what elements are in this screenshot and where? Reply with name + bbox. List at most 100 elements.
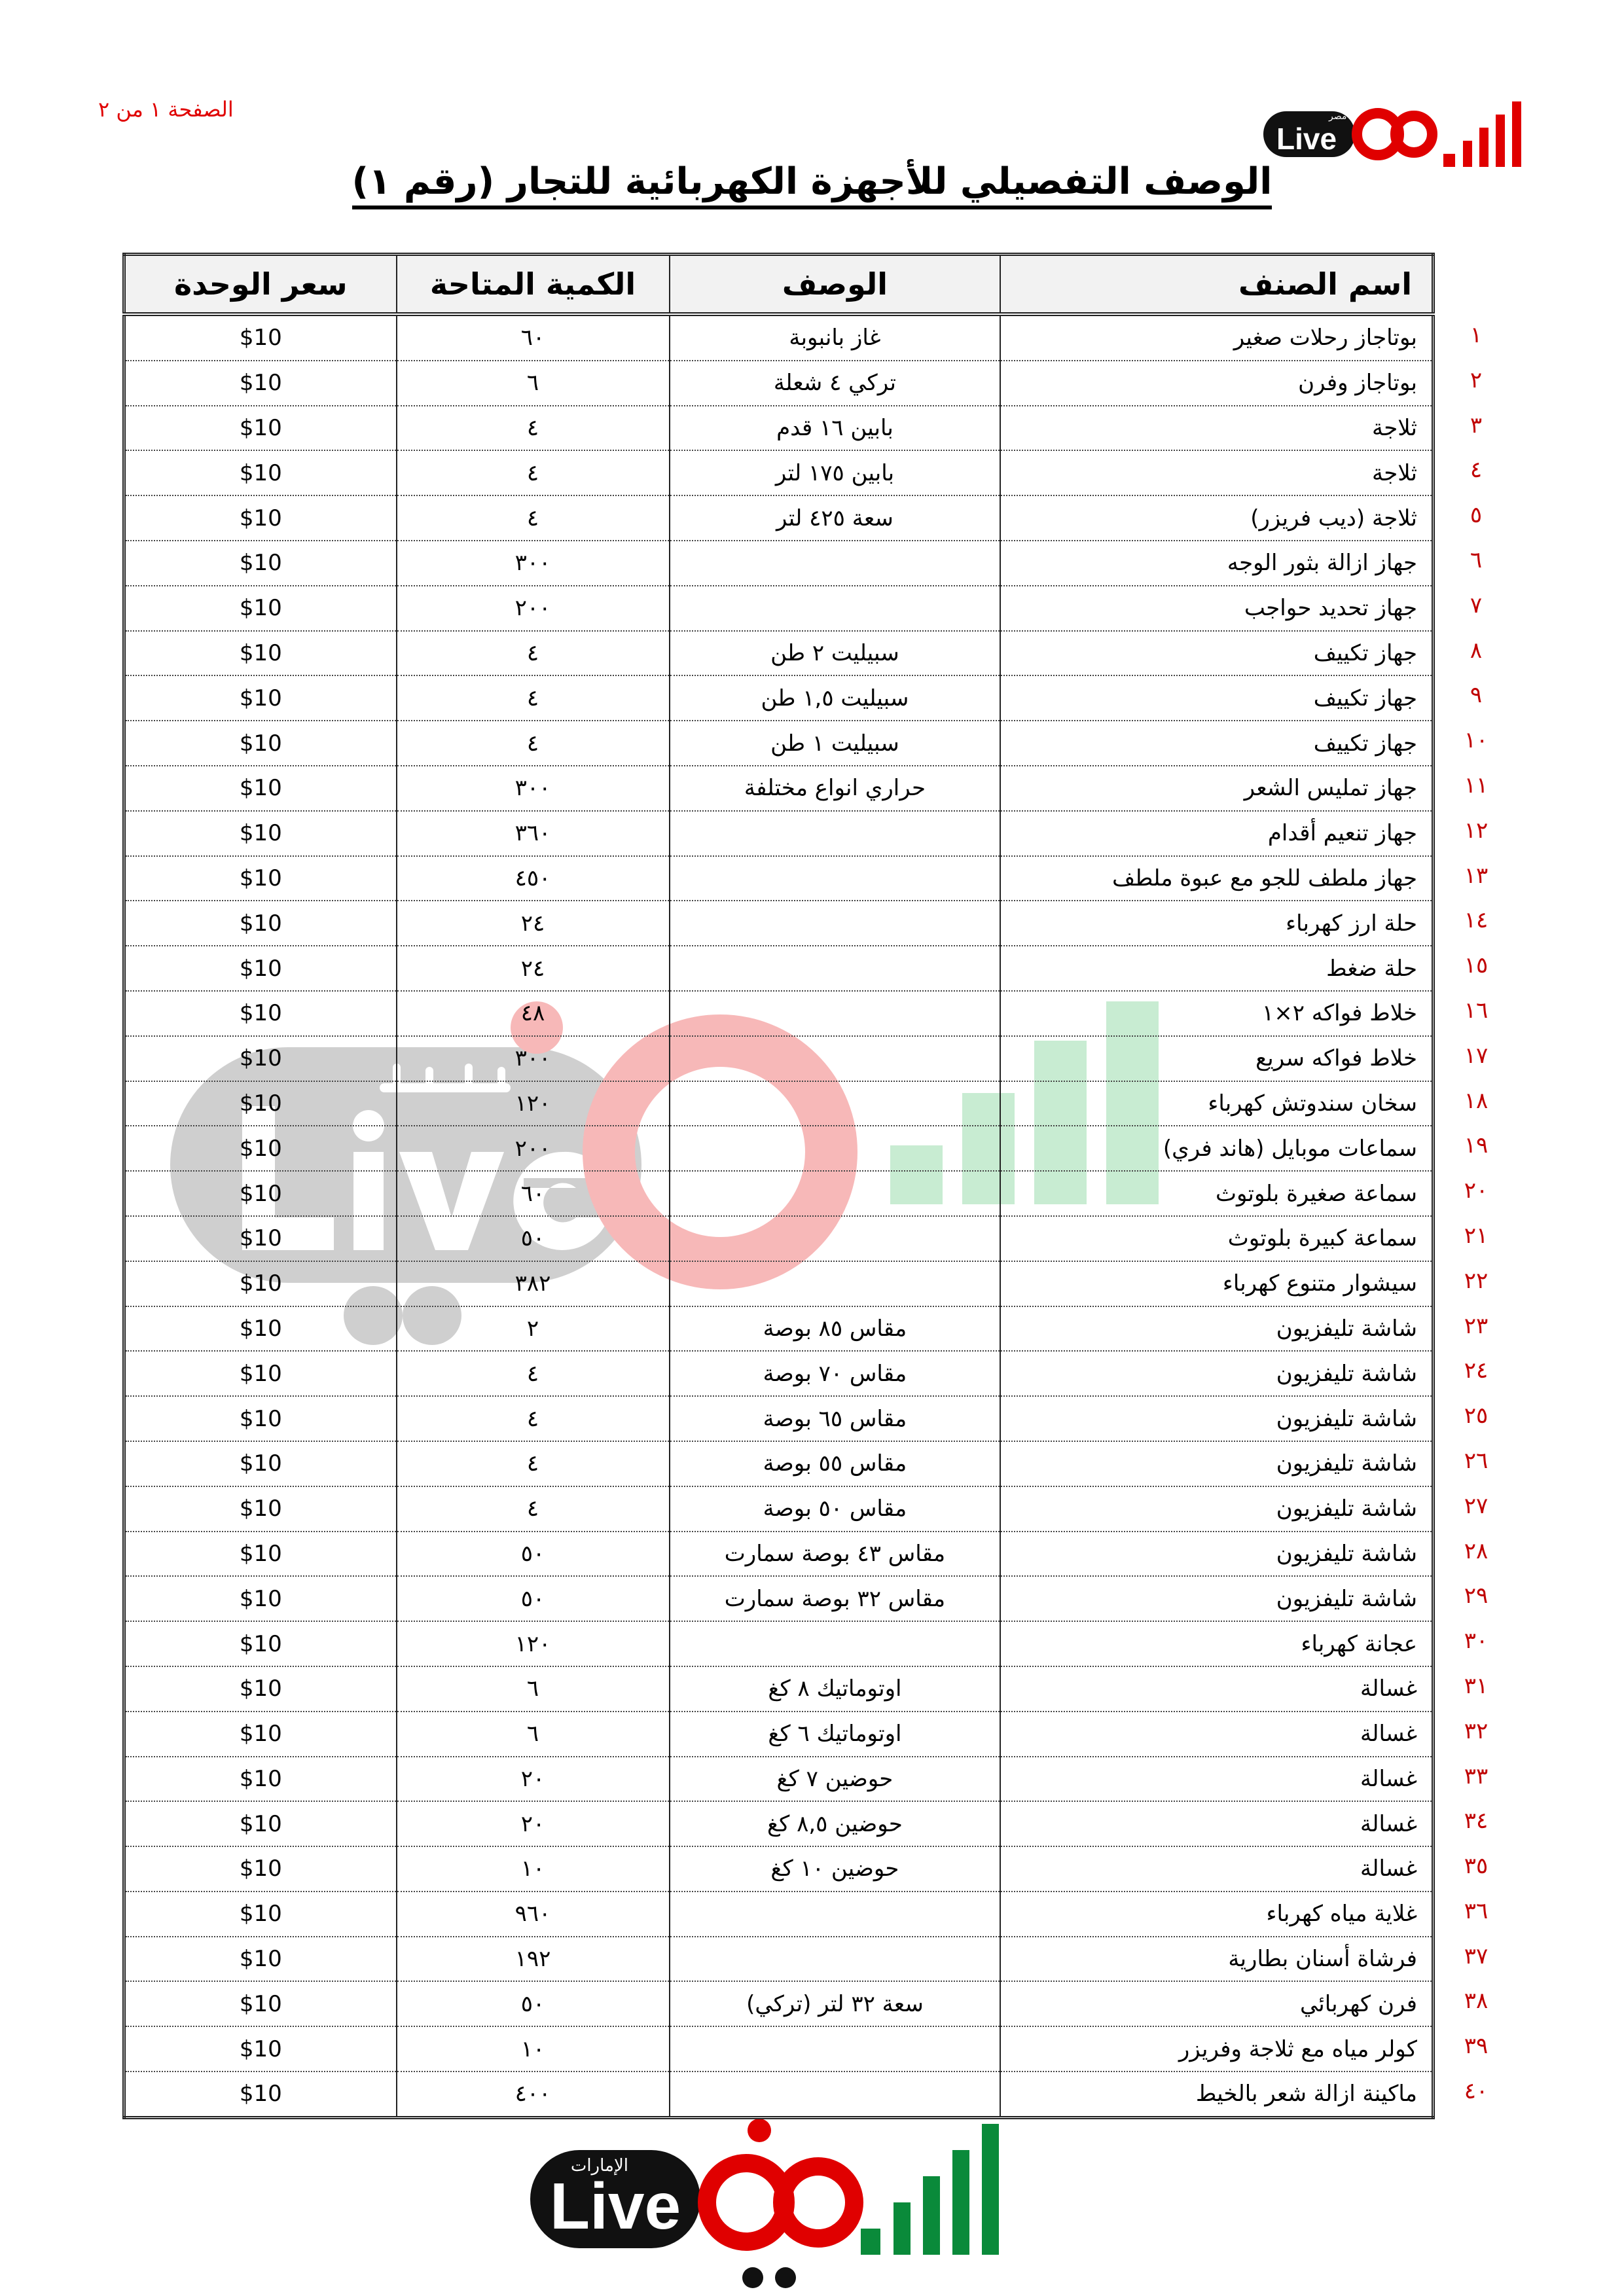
cell-price: $10: [124, 1351, 397, 1397]
table-row: جهاز تكييف سبيليت ٢ طن ٤ $10: [124, 630, 1434, 677]
table-row: حلة ارز كهرباء ٢٤ $10: [124, 901, 1434, 947]
cell-price: $10: [124, 855, 397, 902]
cell-name: ماكينة ازالة شعر بالخيط: [1000, 2072, 1434, 2119]
cell-name: سيشوار متنوع كهرباء: [1000, 1261, 1434, 1307]
cell-qty: ١٩٢: [395, 1936, 670, 1982]
row-number: ٣: [1470, 412, 1483, 439]
cell-name: شاشة تليفزيون: [1000, 1486, 1434, 1532]
cell-price: $10: [124, 1081, 397, 1127]
cell-qty: ٤: [395, 405, 670, 452]
cell-name: شاشة تليفزيون: [1000, 1441, 1434, 1487]
cell-name: غلاية مياه كهرباء: [1000, 1891, 1434, 1937]
cell-desc: مقاس ٥٥ بوصة: [668, 1441, 1001, 1487]
table-row: جهاز تمليس الشعر حراري انواع مختلفة ٣٠٠ $10: [124, 765, 1434, 812]
cell-qty: ٦٠: [395, 1171, 670, 1217]
cell-price: $10: [124, 1035, 397, 1082]
cell-name: غسالة: [1000, 1756, 1434, 1803]
cell-desc: بابين ١٧٥ لتر: [668, 450, 1001, 497]
cell-price: $10: [124, 1486, 397, 1532]
row-number: ٢٨: [1464, 1537, 1489, 1564]
table-row: سماعة كبيرة بلوتوث ٥٠ $10: [124, 1215, 1434, 1262]
cell-price: $10: [124, 1441, 397, 1487]
cell-qty: ٥٠: [395, 1981, 670, 2028]
cell-desc: [668, 946, 1001, 992]
cell-price: $10: [124, 1171, 397, 1217]
cell-price: $10: [124, 675, 397, 722]
row-number: ٣٢: [1464, 1717, 1489, 1744]
table-row: سخان سندوتش كهرباء ١٢٠ $10: [124, 1081, 1434, 1127]
cell-desc: سبيليت ٢ طن: [668, 630, 1001, 677]
cell-desc: سبيليت ١,٥ طن: [668, 675, 1001, 722]
cell-desc: مقاس ٨٥ بوصة: [668, 1306, 1001, 1352]
cell-name: حلة ضغط: [1000, 946, 1434, 992]
cell-desc: [668, 990, 1001, 1037]
cell-desc: [668, 2072, 1001, 2119]
table-row: عجانة كهرباء ١٢٠ $10: [124, 1621, 1434, 1667]
cell-desc: سبيليت ١ طن: [668, 721, 1001, 766]
cell-desc: سعة ٤٢٥ لتر: [668, 495, 1001, 541]
table-row: غلاية مياه كهرباء ٩٦٠ $10: [124, 1891, 1434, 1937]
cell-desc: سعة ٣٢ لتر (تركي): [668, 1981, 1001, 2028]
cell-qty: ٤: [395, 450, 670, 497]
table-row: ماكينة ازالة شعر بالخيط ٤٠٠ $10: [124, 2072, 1434, 2119]
table-row: حلة ضغط ٢٤ $10: [124, 946, 1434, 992]
cell-qty: ٥٠: [395, 1215, 670, 1262]
row-number: ٢: [1470, 367, 1483, 393]
cell-name: حلة ارز كهرباء: [1000, 901, 1434, 947]
cell-name: غسالة: [1000, 1846, 1434, 1892]
cell-name: خلاط فواكه سريع: [1000, 1035, 1434, 1082]
cell-name: غسالة: [1000, 1711, 1434, 1757]
cell-name: شاشة تليفزيون: [1000, 1351, 1434, 1397]
cell-name: جهاز تكييف: [1000, 721, 1434, 766]
cell-desc: [668, 1891, 1001, 1937]
cell-desc: [668, 1081, 1001, 1127]
cell-desc: مقاس ٣٢ بوصة سمارت: [668, 1576, 1001, 1623]
row-number: ٣٦: [1464, 1897, 1489, 1924]
row-number: ١١: [1464, 772, 1489, 798]
table-row: فرن كهربائي سعة ٣٢ لتر (تركي) ٥٠ $10: [124, 1981, 1434, 2028]
cell-price: $10: [124, 1711, 397, 1757]
row-number: ٥: [1470, 502, 1483, 529]
row-number: ٣١: [1464, 1672, 1489, 1699]
row-number: ١٢: [1464, 817, 1489, 844]
row-number: ١٧: [1464, 1042, 1489, 1069]
cell-name: شاشة تليفزيون: [1000, 1396, 1434, 1442]
cell-qty: ١٠: [395, 1846, 670, 1892]
cell-price: $10: [124, 1396, 397, 1442]
header-qty: الكمية المتاحة: [395, 254, 670, 316]
cell-price: $10: [124, 1846, 397, 1892]
cell-name: سماعة صغيرة بلوتوث: [1000, 1171, 1434, 1217]
cell-desc: [668, 1621, 1001, 1667]
cell-qty: ٣٨٢: [395, 1261, 670, 1307]
cell-price: $10: [124, 1801, 397, 1848]
cell-name: جهاز ازالة بثور الوجه: [1000, 540, 1434, 586]
cell-name: خلاط فواكه ٢×١: [1000, 990, 1434, 1037]
cell-name: غسالة: [1000, 1666, 1434, 1712]
cell-qty: ٤: [395, 1351, 670, 1397]
cell-price: $10: [124, 540, 397, 586]
table-row: ثلاجة بابين ١٧٥ لتر ٤ $10: [124, 450, 1434, 497]
cell-qty: ٦: [395, 360, 670, 406]
cell-desc: [668, 810, 1001, 857]
cell-qty: ٤: [395, 630, 670, 677]
table-row: جهاز تحديد حواجب ٢٠٠ $10: [124, 585, 1434, 632]
table-row: فرشاة أسنان بطارية ١٩٢ $10: [124, 1936, 1434, 1982]
cell-qty: ٢٠٠: [395, 585, 670, 632]
cell-price: $10: [124, 630, 397, 677]
cell-desc: حراري انواع مختلفة: [668, 765, 1001, 812]
cell-price: $10: [124, 765, 397, 812]
cell-price: $10: [124, 1306, 397, 1352]
cell-desc: مقاس ٦٥ بوصة: [668, 1396, 1001, 1442]
cell-name: جهاز ملطف للجو مع عبوة ملطف: [1000, 855, 1434, 902]
row-number: ١٥: [1464, 952, 1489, 979]
cell-name: جهاز تمليس الشعر: [1000, 765, 1434, 812]
table-row: سماعات موبايل (هاند فري) ٢٠٠ $10: [124, 1126, 1434, 1172]
table-row: سيشوار متنوع كهرباء ٣٨٢ $10: [124, 1261, 1434, 1307]
row-number: ٤٠: [1464, 2078, 1489, 2105]
cell-desc: [668, 1126, 1001, 1172]
cell-desc: اوتوماتيك ٨ كغ: [668, 1666, 1001, 1712]
cell-name: كولر مياه مع ثلاجة وفريزر: [1000, 2026, 1434, 2073]
row-number: ١٨: [1464, 1087, 1489, 1114]
cell-name: سماعة كبيرة بلوتوث: [1000, 1215, 1434, 1262]
cell-name: شاشة تليفزيون: [1000, 1576, 1434, 1623]
